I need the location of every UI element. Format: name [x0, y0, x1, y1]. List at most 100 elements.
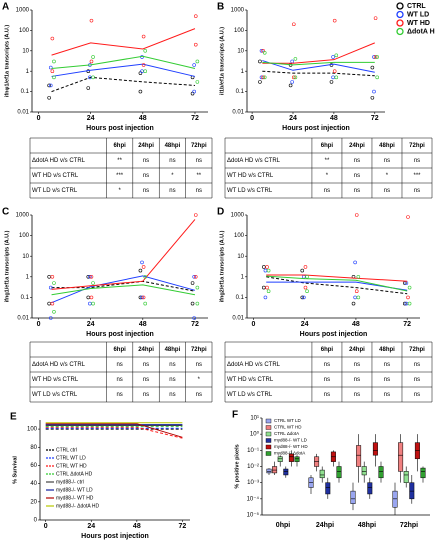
data-point [141, 63, 146, 67]
series-line [45, 423, 183, 438]
data-point [262, 285, 266, 290]
table-cell: ns [324, 188, 330, 194]
table-cell: ns [324, 392, 330, 398]
data-point [305, 274, 309, 279]
y-tick-label: 1 [26, 274, 30, 280]
y-tick-label: 1 [241, 69, 245, 75]
table-header: 48hpi [379, 143, 395, 149]
data-point [305, 289, 309, 293]
y-tick-label: 0.1 [21, 89, 30, 95]
data-point [262, 50, 267, 55]
y-tick-label: 100 [27, 427, 38, 433]
data-point [375, 55, 379, 59]
data-point [354, 289, 359, 293]
data-point [265, 265, 269, 269]
data-point [258, 80, 262, 84]
data-point [52, 75, 56, 80]
table-header: 6hpi [113, 347, 126, 353]
data-point [303, 265, 308, 269]
table-cell: ns [384, 392, 390, 398]
table-row-label: WT LD v/s CTRL [32, 188, 78, 194]
data-point [138, 71, 143, 75]
x-axis-label: Hours post injection [300, 331, 368, 338]
box [266, 468, 272, 474]
x-tick-label: 48hpi [358, 522, 376, 529]
data-point [290, 59, 295, 64]
data-point [262, 265, 266, 269]
data-point [86, 295, 91, 300]
table-cell: * [326, 173, 329, 179]
x-tick-label: 48 [330, 115, 338, 122]
data-point [192, 316, 196, 320]
table-cell: ns [143, 362, 149, 368]
table-row-label: ΔdotA HD v/s CTRL [227, 362, 281, 368]
data-point [329, 80, 334, 84]
table-cell: ns [414, 362, 420, 368]
box [272, 466, 278, 474]
table-cell: ns [414, 392, 420, 398]
table-row-label: WT HD v/s CTRL [227, 173, 274, 179]
y-tick-label: 100 [234, 28, 245, 34]
table-row-label: WT HD v/s CTRL [227, 377, 274, 383]
data-point [190, 301, 195, 306]
data-point [373, 16, 378, 20]
table-row-label: WT HD v/s CTRL [32, 377, 79, 383]
data-point [91, 75, 95, 80]
legend-label: myd88-/- WT LD [56, 487, 93, 493]
panel-letter: A [2, 2, 9, 13]
table-cell: ns [414, 158, 420, 164]
data-point [293, 57, 298, 61]
data-point [193, 274, 198, 279]
table-cell: ns [169, 392, 175, 398]
series-line [51, 275, 196, 304]
box [325, 482, 331, 495]
legend-label: CTRL WT LD [56, 455, 86, 461]
legend-label: CTRL [407, 3, 426, 10]
legend-label: myd88-/- ctrl [56, 479, 84, 485]
data-point [141, 295, 146, 300]
box [372, 442, 378, 456]
table-cell: ns [384, 377, 390, 383]
table-row-label: WT LD v/s CTRL [32, 392, 78, 398]
series-line [51, 280, 196, 292]
data-point [141, 34, 146, 39]
data-point [86, 86, 91, 90]
data-point [370, 65, 375, 70]
legend-swatch [396, 10, 404, 19]
data-point [140, 69, 144, 73]
table-header: 48hpi [165, 347, 181, 353]
legend-label: CTRL WT HD [274, 425, 302, 430]
legend-label: myd88-/- WT HD [274, 444, 308, 449]
box [392, 490, 398, 508]
data-point [407, 285, 412, 290]
table-cell: ** [117, 158, 122, 164]
box [361, 466, 367, 476]
x-tick-label: 72hpi [400, 522, 418, 529]
data-point [303, 285, 308, 290]
table-cell: ns [384, 158, 390, 164]
data-point [143, 301, 148, 306]
data-point [195, 59, 200, 64]
table-cell: ** [196, 173, 201, 179]
y-tick-label: 10 [237, 254, 244, 260]
table-header: 6hpi [321, 143, 334, 149]
y-tick-label: 0.1 [236, 89, 245, 95]
x-tick-label: 0hpi [276, 522, 290, 529]
y-tick-label: 1000 [231, 8, 245, 14]
data-point [192, 89, 196, 94]
data-point [47, 83, 51, 88]
box [367, 482, 373, 495]
series-line [266, 276, 408, 295]
y-axis-label: il1b/ef1a transcripts (A.U.) [219, 27, 225, 95]
table-cell: * [198, 377, 201, 383]
table-header: 6hpi [113, 143, 126, 149]
data-point [293, 75, 298, 80]
box [319, 469, 325, 479]
y-axis-label: ifng1/ef1a transcripts (A.U.) [4, 230, 10, 302]
data-point [266, 268, 271, 273]
table-header: 48hpi [379, 347, 395, 353]
y-tick-label: 10⁰ [250, 431, 260, 438]
data-point [334, 53, 339, 58]
data-point [88, 274, 92, 279]
table-header: 72hpi [409, 143, 425, 149]
